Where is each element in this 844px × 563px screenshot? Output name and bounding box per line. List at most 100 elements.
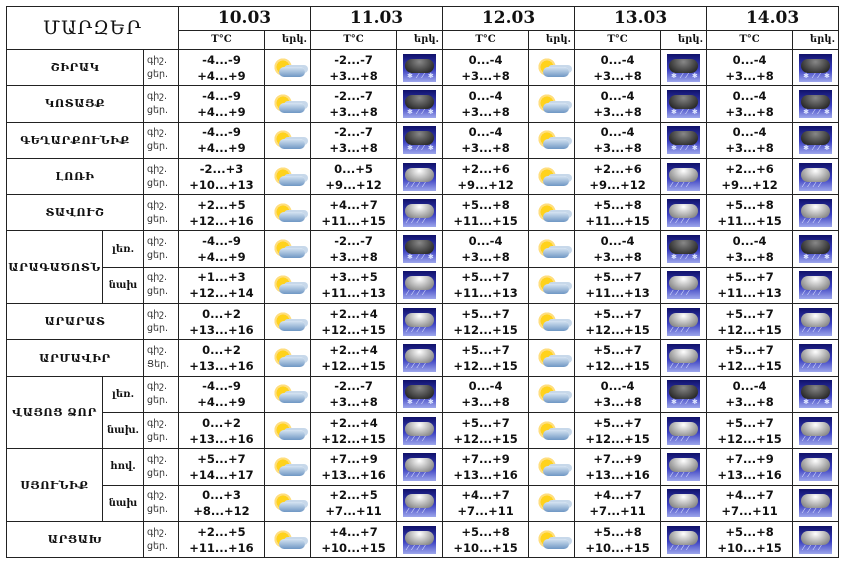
night-temperature: 0...-4 [732,379,767,394]
night-day-labels: գիշ. ցեր. [143,194,179,232]
day-temperature: +8...+12 [193,504,250,519]
partly-cloudy-icon [534,489,570,517]
temperature-cell: 0...-4 +3...+8 [706,85,794,123]
night-temperature: +4...+7 [593,488,642,503]
weather-cell: ✱ ⁄ ⁄ ✱ [792,121,840,159]
day-temperature: +10...+15 [585,540,650,555]
temperature-cell: +2...+4 +12...+15 [310,339,398,377]
weather-column-header: երկ. [528,29,576,51]
temperature-cell: 0...+2 +13...+16 [178,303,265,341]
night-temperature: +5...+8 [725,524,774,539]
partly-cloudy-icon [534,126,570,154]
rain-cloud-icon: ⁄ ⁄ ⁄ ⁄ [667,271,701,300]
temperature-cell: +5...+8 +11...+15 [706,194,794,232]
region-name: ԳԵՂԱՐՔՈՒՆԻՔ [6,121,144,159]
night-temperature: +2...+4 [329,343,378,358]
day-temperature: +3...+8 [461,68,510,83]
night-day-labels: գիշ. ցեր. [143,85,179,123]
day-temperature: +3...+8 [593,104,642,119]
day-temperature: +4...+9 [197,250,246,265]
night-day-labels: գիշ. ցեր. [143,157,179,196]
night-label: գիշ. [147,163,168,175]
snow-rain-cloud-icon: ✱ ⁄ ⁄ ✱ [799,53,833,82]
day-temperature: +7...+11 [721,504,778,519]
day-temperature: +3...+8 [725,104,774,119]
weather-cell: ✱ ⁄ ⁄ ✱ [792,48,840,87]
weather-cell: ✱ ⁄ ⁄ ✱ [396,48,444,87]
weather-cell [528,157,576,196]
weather-cell [528,520,576,559]
day-label: ցեր. [147,286,169,298]
day-label: ցեր. [147,104,169,116]
day-temperature: +12...+15 [453,431,518,446]
weather-cell: ⁄ ⁄ ⁄ ⁄ [396,484,444,522]
day-temperature: +14...+17 [189,467,254,482]
temperature-cell: +5...+7 +11...+13 [442,266,530,305]
date-header: 10.03 [177,6,312,31]
temperature-cell: 0...+2 +13...+16 [178,339,265,377]
night-temperature: +5...+8 [725,197,774,212]
night-temperature: -2...-7 [334,379,373,394]
partly-cloudy-icon [534,453,570,481]
temperature-cell: +2...+6 +9...+12 [442,157,530,196]
night-temperature: +4...+7 [461,488,510,503]
night-temperature: 0...-4 [732,88,767,103]
day-label: ցեր. [147,141,169,153]
night-temperature: 0...-4 [468,125,503,140]
night-temperature: +2...+4 [329,415,378,430]
rain-cloud-icon: ⁄ ⁄ ⁄ ⁄ [799,198,833,227]
snow-rain-cloud-icon: ✱ ⁄ ⁄ ✱ [667,53,701,82]
date-header: 14.03 [706,6,840,31]
weather-cell: ⁄ ⁄ ⁄ ⁄ [396,520,444,559]
night-temperature: +5...+8 [593,524,642,539]
day-temperature: +4...+9 [197,395,246,410]
day-temperature: +4...+9 [197,141,246,156]
day-temperature: +3...+8 [329,68,378,83]
weather-cell: ✱ ⁄ ⁄ ✱ [660,230,708,268]
night-temperature: +4...+7 [329,524,378,539]
night-temperature: -4...-9 [202,234,241,249]
weather-cell [263,411,312,450]
date-header: 12.03 [442,6,576,31]
night-label: գիշ. [147,199,168,211]
rain-cloud-icon: ⁄ ⁄ ⁄ ⁄ [799,489,833,518]
snow-rain-cloud-icon: ✱ ⁄ ⁄ ✱ [403,235,437,264]
partly-cloudy-icon [270,235,306,263]
day-temperature: +11...+13 [717,286,782,301]
night-temperature: +5...+8 [461,524,510,539]
night-temperature: +2...+5 [197,524,246,539]
night-temperature: 0...+2 [202,306,241,321]
snow-rain-cloud-icon: ✱ ⁄ ⁄ ✱ [799,235,833,264]
date-header: 13.03 [574,6,708,31]
night-day-labels: գիշ. ցեր. [143,448,179,486]
region-name: ԱՐԱՐԱՏ [6,303,144,341]
temperature-cell: -2...-7 +3...+8 [310,48,398,87]
temperature-cell: +7...+9 +13...+16 [310,448,398,486]
rain-cloud-icon: ⁄ ⁄ ⁄ ⁄ [667,416,701,445]
date-header: 11.03 [310,6,444,31]
weather-cell [528,85,576,123]
table-row: նախ գիշ. ցեր. 0...+3 +8...+12 +2...+5 +7...+11… [7,484,840,522]
table-row: ՎԱՅՈՑ ՁՈՐ լեռ. գիշ. ցեր. -4...-9 +4...+9 -2...… [6,375,840,450]
night-temperature: 0...-4 [600,125,635,140]
night-temperature: 0...-4 [468,234,503,249]
temperature-cell: 0...-4 +3...+8 [706,375,794,413]
night-temperature: +2...+6 [461,161,510,176]
snow-rain-cloud-icon: ✱ ⁄ ⁄ ✱ [667,380,701,409]
partly-cloudy-icon [270,54,306,82]
weather-cell [528,121,576,159]
night-temperature: +5...+7 [725,306,774,321]
weather-cell: ⁄ ⁄ ⁄ ⁄ [660,266,708,305]
weather-cell [528,339,576,377]
weather-cell [528,411,576,450]
day-label: ցեր. [147,540,169,552]
day-temperature: +3...+8 [329,141,378,156]
day-temperature: +11...+15 [321,213,386,228]
weather-cell: ⁄ ⁄ ⁄ ⁄ [660,303,708,341]
weather-cell [263,194,312,232]
day-temperature: +11...+15 [453,213,518,228]
region-name: ՎԱՅՈՑ ՁՈՐ [6,375,103,450]
partly-cloudy-icon [534,199,570,227]
day-temperature: +9...+12 [457,177,514,192]
night-temperature: +5...+7 [461,343,510,358]
